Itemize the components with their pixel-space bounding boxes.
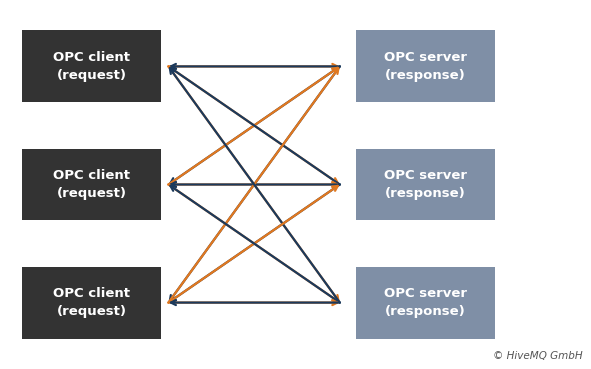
FancyBboxPatch shape	[22, 31, 161, 103]
Text: OPC server
(response): OPC server (response)	[384, 169, 467, 200]
Text: OPC server
(response): OPC server (response)	[384, 287, 467, 318]
Text: OPC client
(request): OPC client (request)	[53, 287, 130, 318]
Text: OPC client
(request): OPC client (request)	[53, 51, 130, 82]
FancyBboxPatch shape	[356, 266, 495, 339]
FancyBboxPatch shape	[356, 31, 495, 103]
Text: © HiveMQ GmbH: © HiveMQ GmbH	[492, 351, 582, 361]
FancyBboxPatch shape	[356, 149, 495, 221]
FancyBboxPatch shape	[22, 149, 161, 221]
FancyBboxPatch shape	[22, 266, 161, 339]
Text: OPC server
(response): OPC server (response)	[384, 51, 467, 82]
Text: OPC client
(request): OPC client (request)	[53, 169, 130, 200]
